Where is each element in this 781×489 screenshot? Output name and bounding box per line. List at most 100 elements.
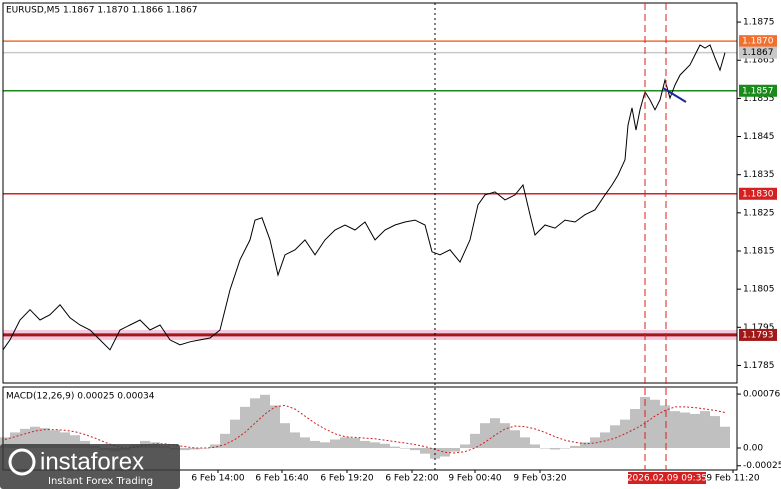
histogram-bar <box>370 442 380 449</box>
histogram-bar <box>580 442 590 449</box>
histogram-bar <box>30 426 40 449</box>
histogram-bar <box>530 444 540 449</box>
histogram-bar <box>560 448 570 449</box>
x-tick-label: 6 Feb 19:20 <box>320 474 374 484</box>
histogram-bar <box>680 412 690 449</box>
histogram-bar <box>400 448 410 449</box>
watermark: instaforex Instant Forex Trading <box>0 444 180 489</box>
level-label: 1.1830 <box>742 189 774 199</box>
histogram-bar <box>50 430 60 449</box>
y-tick-label: 1.1835 <box>743 170 775 180</box>
level-label-box <box>739 84 777 97</box>
x-tick-label: 9 Feb 11:20 <box>706 474 760 484</box>
histogram-bar <box>320 442 330 449</box>
histogram-bar <box>650 399 660 449</box>
level-label: 1.1870 <box>742 37 774 47</box>
histogram-bar <box>420 448 430 454</box>
level-label: 1.1793 <box>742 330 774 340</box>
histogram-bar <box>0 437 10 449</box>
y-tick-label: 1.1845 <box>743 132 775 142</box>
y-tick-label: 1.1865 <box>743 56 775 66</box>
histogram-bar <box>520 437 530 449</box>
histogram-bar <box>250 398 260 449</box>
y-tick-label: 1.1815 <box>743 246 775 256</box>
tagline: Instant Forex Trading <box>48 476 153 487</box>
histogram-bar <box>220 433 230 449</box>
chart-title: EURUSD,M5 1.1867 1.1870 1.1866 1.1867 <box>6 6 198 16</box>
histogram-bar <box>230 419 240 449</box>
histogram-bar <box>410 448 420 451</box>
histogram-bar <box>500 423 510 449</box>
y-tick-label: 1.1795 <box>743 323 775 333</box>
histogram-bar <box>240 406 250 449</box>
panel-frame <box>2 386 738 471</box>
histogram-bar <box>700 411 710 449</box>
histogram-bar <box>540 448 550 449</box>
x-tick-label: 6 Feb 16:40 <box>255 474 309 484</box>
price-line <box>2 44 726 351</box>
histogram-bar <box>630 408 640 449</box>
histogram-bar <box>180 448 190 451</box>
histogram-bar <box>290 432 300 449</box>
y-tick-label: 1.1855 <box>743 94 775 104</box>
histogram-bar <box>590 437 600 449</box>
histogram-bar <box>600 432 610 449</box>
histogram-bar <box>510 430 520 449</box>
y-tick-label: 1.1875 <box>743 18 775 28</box>
x-tick-label: 9 Feb 03:20 <box>513 474 567 484</box>
time-marker: 2026.02.09 09:35 <box>627 474 707 484</box>
y-tick-label: 1.1825 <box>743 208 775 218</box>
histogram-bar <box>190 448 200 450</box>
histogram-bar <box>340 437 350 449</box>
histogram-bar <box>670 411 680 449</box>
panel-frame <box>2 2 738 384</box>
price-panel: 1.1875 1.1865 1.1855 1.1845 1.1835 1.1825 1.18… <box>2 2 777 384</box>
level-label: 1.1857 <box>742 86 774 96</box>
histogram-bar <box>480 423 490 449</box>
histogram-bar <box>620 419 630 449</box>
histogram-bar <box>460 444 470 449</box>
y-tick-label: 1.1805 <box>743 285 775 295</box>
level-label-box <box>739 328 777 341</box>
histogram-bar <box>570 445 580 449</box>
histogram-bar <box>10 432 20 449</box>
histogram-bar <box>490 418 500 449</box>
histogram-bar <box>350 438 360 449</box>
histogram-bar <box>390 446 400 449</box>
histogram-bar <box>60 432 70 449</box>
brand: instaforex <box>40 448 144 475</box>
histogram-bar <box>40 428 50 449</box>
histogram-bar <box>710 416 720 449</box>
histogram-bar <box>440 448 450 457</box>
histogram-bar <box>300 437 310 449</box>
histogram-bar <box>20 428 30 449</box>
x-tick-label: 6 Feb 14:00 <box>191 474 245 484</box>
histogram-bar <box>260 394 270 449</box>
x-tick-label: 6 Feb 22:00 <box>385 474 439 484</box>
histogram-bar <box>70 435 80 449</box>
histogram-bar <box>310 440 320 449</box>
y-tick-label: 0.00076 <box>743 390 780 400</box>
histogram-bar <box>450 448 460 452</box>
histogram-bar <box>280 423 290 449</box>
histogram-bar <box>470 433 480 449</box>
macd-title: MACD(12,26,9) 0.00025 0.00034 <box>6 392 155 402</box>
histogram-bar <box>360 440 370 449</box>
x-tick-label: 9 Feb 00:40 <box>448 474 502 484</box>
y-tick-label: 0.00 <box>743 444 763 454</box>
histogram-bar <box>720 426 730 449</box>
histogram-bar <box>270 405 280 449</box>
time-marker-box <box>628 472 706 484</box>
y-tick-label: -0.00025 <box>743 461 781 471</box>
level-label: 1.1867 <box>742 48 774 58</box>
histogram-bar <box>210 444 220 449</box>
watermark-box <box>0 444 180 489</box>
histogram-bar <box>660 405 670 449</box>
level-label-box <box>739 35 777 48</box>
histogram-bar <box>380 443 390 449</box>
histogram-bar <box>330 439 340 449</box>
histogram-bar <box>690 413 700 449</box>
level-label-box <box>739 187 777 200</box>
